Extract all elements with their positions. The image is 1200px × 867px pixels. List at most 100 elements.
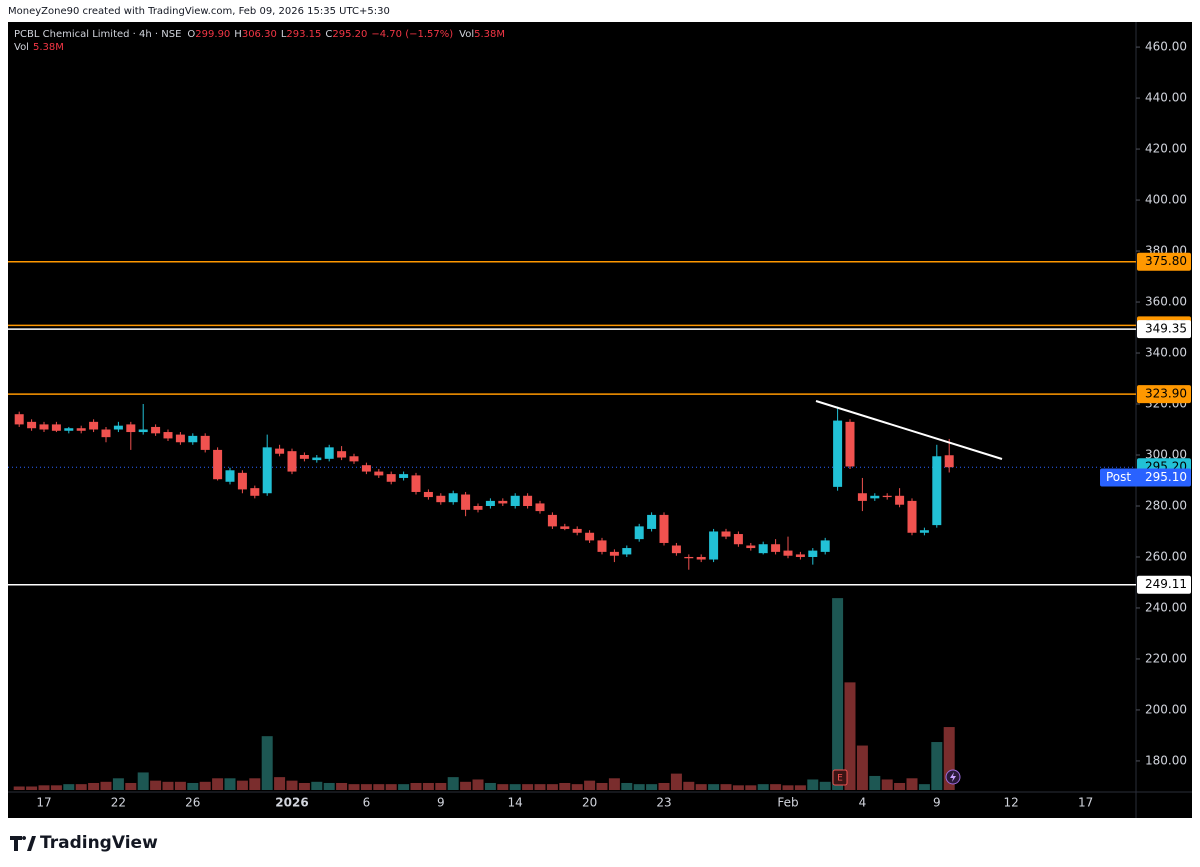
volume-bar xyxy=(311,781,323,790)
y-tick-label: 180.00 xyxy=(1145,753,1187,767)
volume-bar xyxy=(757,784,769,790)
candle-body xyxy=(126,424,136,433)
volume-bar xyxy=(249,778,261,790)
volume-bar xyxy=(150,780,162,790)
candle-body xyxy=(262,447,272,494)
volume-bar xyxy=(26,786,38,790)
volume-bar xyxy=(596,782,608,790)
x-tick-label: 20 xyxy=(582,796,597,810)
candle-body xyxy=(647,514,657,529)
candle-body xyxy=(188,435,198,443)
candle-body xyxy=(213,449,223,480)
x-tick-label: 4 xyxy=(859,796,867,810)
volume-bar xyxy=(646,784,658,790)
level-label: 375.80 xyxy=(1145,254,1187,268)
chart-background xyxy=(8,22,1192,818)
post-price-label: 295.10 xyxy=(1145,470,1187,484)
candle-body xyxy=(870,495,880,499)
volume-bar xyxy=(856,745,868,790)
volume-bar xyxy=(745,785,757,790)
candle-body xyxy=(523,495,533,506)
candle-body xyxy=(659,514,669,543)
earnings-marker: E xyxy=(832,769,848,786)
volume-bar xyxy=(336,782,348,790)
volume-bar xyxy=(881,779,893,790)
volume-bar xyxy=(187,782,199,790)
candle-body xyxy=(609,551,619,556)
volume-bar xyxy=(360,784,372,790)
candle-body xyxy=(845,421,855,467)
volume-bar xyxy=(224,778,236,790)
y-tick-label: 360.00 xyxy=(1145,295,1187,309)
candle-body xyxy=(89,421,99,430)
volume-bar xyxy=(584,780,596,790)
candle-body xyxy=(361,465,371,472)
volume-bar xyxy=(869,775,881,790)
volume-bar xyxy=(546,784,558,790)
svg-text:E: E xyxy=(837,774,843,784)
volume-bar xyxy=(261,736,273,790)
volume-bar xyxy=(770,784,782,790)
volume-bar xyxy=(534,784,546,790)
volume-bar xyxy=(633,784,645,790)
volume-bar xyxy=(695,784,707,790)
candle-body xyxy=(808,550,818,557)
volume-bar xyxy=(410,782,422,790)
volume-bar xyxy=(571,784,583,790)
volume-bar xyxy=(348,784,360,790)
volume-bar xyxy=(100,781,112,790)
candle-body xyxy=(535,503,545,512)
candle-body xyxy=(411,475,421,492)
y-tick-label: 260.00 xyxy=(1145,549,1187,563)
volume-bar xyxy=(373,784,385,790)
volume-bar xyxy=(236,780,248,790)
candle-body xyxy=(386,474,396,482)
candles xyxy=(14,404,954,570)
candle-body xyxy=(399,474,409,478)
candle-body xyxy=(932,456,942,526)
candle-body xyxy=(634,526,644,540)
candle-body xyxy=(163,432,173,439)
candle-body xyxy=(374,471,384,476)
volume-bar xyxy=(398,784,410,790)
volume-bar xyxy=(63,784,75,790)
volume-bar xyxy=(522,784,534,790)
volume-bar xyxy=(435,782,447,790)
volume-bar xyxy=(559,782,571,790)
volume-bar xyxy=(832,598,844,790)
volume-bar xyxy=(943,727,955,790)
candle-body xyxy=(337,451,347,458)
volume-bar xyxy=(497,784,509,790)
candle-body xyxy=(919,530,929,533)
candle-body xyxy=(64,428,74,431)
legend: PCBL Chemical Limited · 4h · NSE O 299.90 H… xyxy=(14,29,505,53)
volume-legend-label: Vol xyxy=(14,42,29,53)
volume-bar xyxy=(50,785,62,790)
candle-body xyxy=(275,448,285,454)
candle-body xyxy=(27,421,37,429)
volume-bar xyxy=(720,784,732,790)
candle-body xyxy=(200,435,210,450)
candle-body xyxy=(597,540,607,552)
legend-item: 299.90 xyxy=(195,29,230,40)
y-tick-label: 240.00 xyxy=(1145,600,1187,614)
legend-item: L xyxy=(281,29,287,40)
candle-body xyxy=(14,414,24,425)
y-tick-label: 300.00 xyxy=(1145,447,1187,461)
candle-body xyxy=(287,451,297,472)
candle-body xyxy=(349,456,359,462)
candle-body xyxy=(51,424,61,431)
candle-body xyxy=(485,500,495,506)
candle-body xyxy=(436,495,446,503)
post-price-name: Post xyxy=(1106,470,1131,484)
event-marker xyxy=(945,769,961,785)
volume-bar xyxy=(708,784,720,790)
y-tick-label: 440.00 xyxy=(1145,91,1187,105)
candle-body xyxy=(907,500,917,533)
level-box xyxy=(1137,252,1191,271)
candle-body xyxy=(671,545,681,554)
volume-bar xyxy=(621,782,633,790)
legend-item: PCBL Chemical Limited · 4h · NSE xyxy=(14,29,181,40)
volume-bar xyxy=(13,786,25,790)
candle-body xyxy=(510,495,520,506)
